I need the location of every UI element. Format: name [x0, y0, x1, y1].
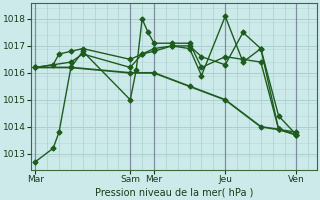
X-axis label: Pression niveau de la mer( hPa ): Pression niveau de la mer( hPa ) — [95, 187, 253, 197]
